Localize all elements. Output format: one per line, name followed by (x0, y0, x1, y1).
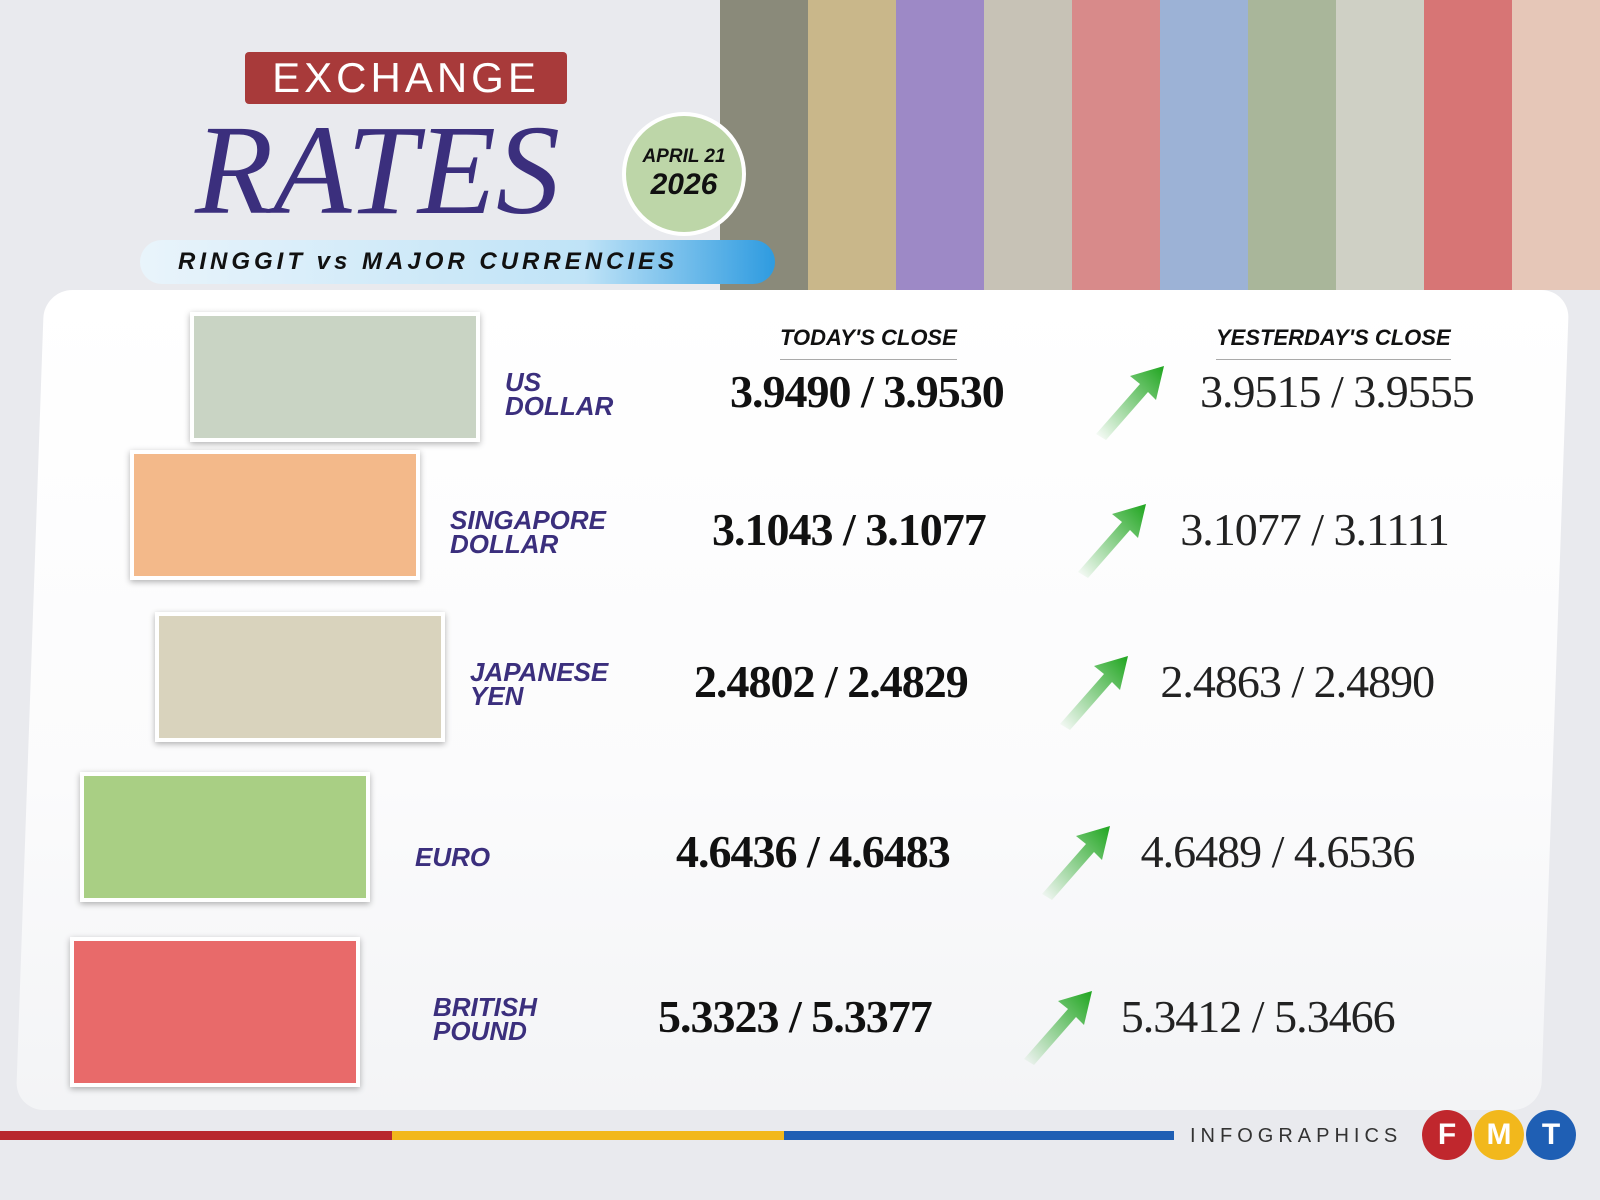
up-arrow-icon (1042, 826, 1110, 900)
logo-m: M (1474, 1110, 1524, 1160)
currency-name: SINGAPORE DOLLAR (450, 505, 607, 559)
column-header-today: TODAY'S CLOSE (780, 325, 957, 360)
currency-name-line2: DOLLAR (450, 529, 559, 559)
currency-name: US DOLLAR (505, 367, 614, 421)
yesterday-close-value: 3.1077 / 3.1111 (1180, 504, 1450, 555)
date-year: 2026 (650, 168, 718, 201)
banknote-image (70, 937, 360, 1087)
banknote-image (155, 612, 445, 742)
yesterday-close-value: 3.9515 / 3.9555 (1200, 366, 1475, 417)
currency-name-line1: EURO (415, 842, 491, 872)
subtitle: RINGGIT vs MAJOR CURRENCIES (140, 240, 775, 284)
date-badge: APRIL 21 2026 (622, 112, 746, 236)
banknote-image (130, 450, 420, 580)
currency-name-line1: BRITISH (433, 992, 537, 1022)
currency-name: BRITISH POUND (433, 992, 537, 1046)
logo-f: F (1422, 1110, 1472, 1160)
up-arrow-icon (1096, 366, 1164, 440)
today-close-value: 5.3323 / 5.3377 (658, 991, 933, 1042)
currency-name-line2: POUND (433, 1016, 527, 1046)
today-close-value: 2.4802 / 2.4829 (694, 656, 969, 707)
yesterday-close-value: 2.4863 / 2.4890 (1160, 656, 1435, 707)
yesterday-close-value: 4.6489 / 4.6536 (1140, 826, 1416, 877)
stripe-blue (784, 1131, 1174, 1140)
up-arrow-icon (1024, 991, 1092, 1065)
up-arrow-icon (1060, 656, 1128, 730)
yesterday-close-value: 5.3412 / 5.3466 (1120, 991, 1396, 1042)
today-close-value: 3.1043 / 3.1077 (712, 504, 987, 555)
banknote-collage (720, 0, 1600, 290)
banknote-image (80, 772, 370, 902)
currency-name-line1: SINGAPORE (450, 505, 607, 535)
currency-name-line1: JAPANESE (470, 657, 609, 687)
stripe-yellow (392, 1131, 784, 1140)
up-arrow-icon (1078, 504, 1146, 578)
currency-name-line2: YEN (470, 681, 524, 711)
today-close-value: 3.9490 / 3.9530 (730, 366, 1005, 417)
column-header-yesterday: YESTERDAY'S CLOSE (1216, 325, 1451, 360)
banknote-image (190, 312, 480, 442)
logo-t: T (1526, 1110, 1576, 1160)
date-month-day: APRIL 21 (642, 146, 726, 167)
currency-name-line2: DOLLAR (505, 391, 614, 421)
currency-name: JAPANESE YEN (470, 657, 609, 711)
currency-name-line1: US (505, 367, 542, 397)
kicker-label: EXCHANGE (245, 52, 567, 104)
page-title: RATES (195, 99, 560, 241)
footer-label: INFOGRAPHICS (1190, 1125, 1403, 1147)
today-close-value: 4.6436 / 4.6483 (676, 826, 951, 877)
currency-name: EURO (415, 842, 491, 872)
stripe-red (0, 1131, 392, 1140)
